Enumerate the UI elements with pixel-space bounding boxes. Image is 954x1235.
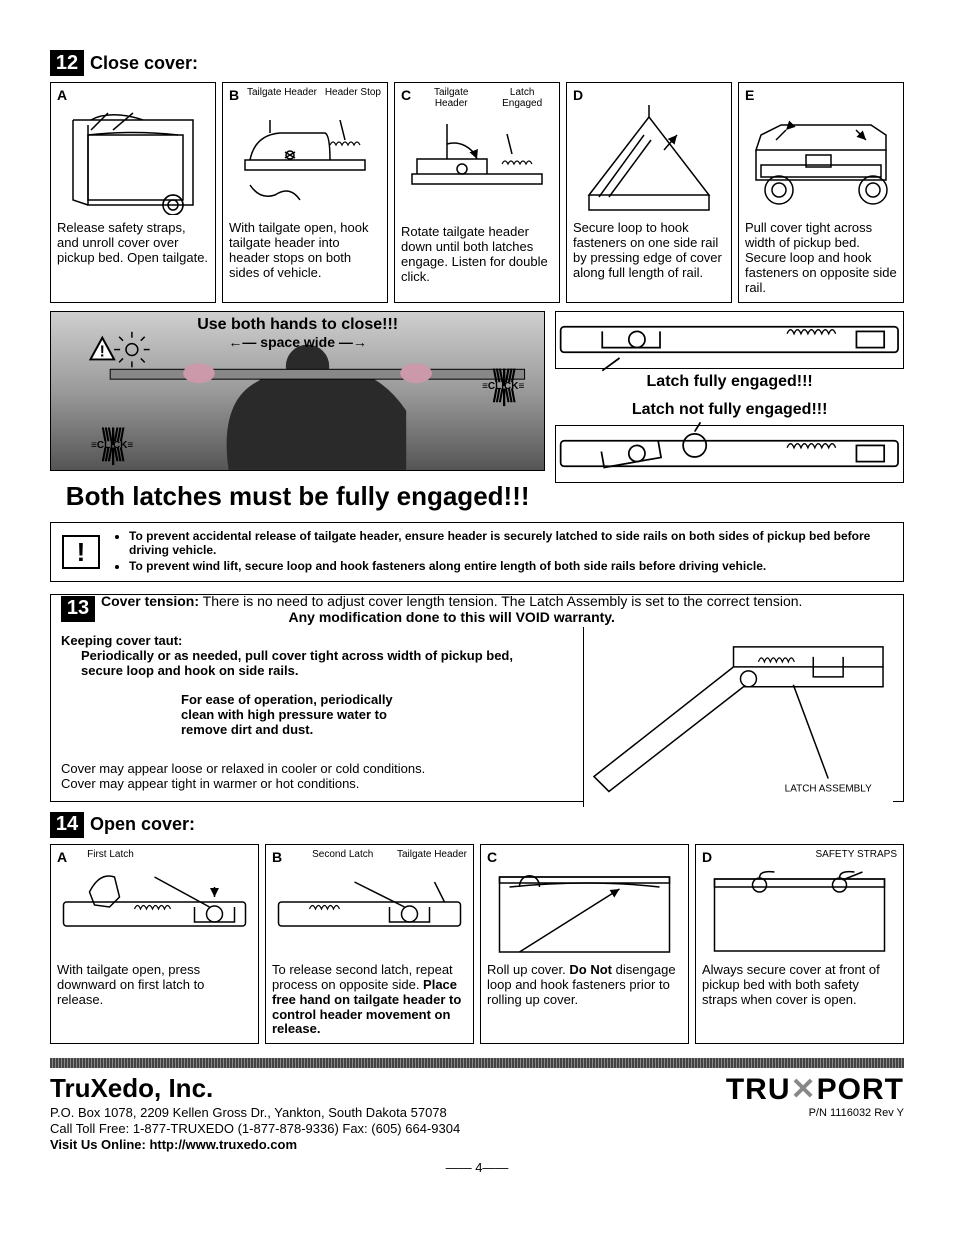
- latch-engaged-label: Latch fully engaged!!!: [555, 373, 904, 391]
- part-number: P/N 1116032 Rev Y: [726, 1107, 904, 1119]
- panel-12b: B Tailgate Header Header Stop With tailg…: [222, 82, 388, 303]
- latch-not-engaged-label: Latch not fully engaged!!!: [555, 401, 904, 419]
- figure-label: Tailgate Header: [419, 87, 483, 109]
- latch-engaged-figure: [555, 311, 904, 369]
- panel-letter: A: [57, 87, 209, 103]
- close-demo-row: !: [50, 311, 904, 512]
- step14-header: 14 Open cover:: [50, 812, 904, 838]
- footer-left: TruXedo, Inc. P.O. Box 1078, 2209 Kellen…: [50, 1072, 460, 1153]
- warning-box: ! To prevent accidental release of tailg…: [50, 522, 904, 582]
- company-address: P.O. Box 1078, 2209 Kellen Gross Dr., Ya…: [50, 1105, 460, 1121]
- company-name: TruXedo, Inc.: [50, 1072, 460, 1105]
- panel-letter: D: [573, 87, 725, 103]
- panel-12c: C Tailgate Header Latch Engaged Rotate t…: [394, 82, 560, 303]
- panel-text: With tailgate open, hook tailgate header…: [229, 221, 381, 281]
- void-warranty: Any modification done to this will VOID …: [288, 609, 614, 625]
- figure-label: Second Latch: [312, 849, 373, 867]
- figure-12c: [401, 109, 553, 219]
- figure-label: Latch Engaged: [491, 87, 553, 109]
- temp-note-1: Cover may appear loose or relaxed in coo…: [61, 761, 425, 776]
- latch-assembly-label: LATCH ASSEMBLY: [785, 783, 872, 794]
- step12-number: 12: [50, 50, 84, 76]
- latch-assembly-figure: LATCH ASSEMBLY: [583, 627, 893, 807]
- figure-12b: [229, 105, 381, 215]
- panel-letter: D: [702, 849, 712, 865]
- click-burst-icon: \\\|/// ≡CLICK≡ ///|\\\: [91, 431, 133, 460]
- clean-tip: For ease of operation, periodically clea…: [181, 692, 393, 737]
- panel-text: Secure loop to hook fasteners on one sid…: [573, 221, 725, 281]
- panel-text: Release safety straps, and unroll cover …: [57, 221, 209, 266]
- panel-letter: B: [272, 849, 282, 865]
- taut-body: Periodically or as needed, pull cover ti…: [81, 648, 513, 678]
- warning-list: To prevent accidental release of tailgat…: [111, 529, 893, 575]
- close-photo-block: !: [50, 311, 545, 512]
- panel-letter: E: [745, 87, 897, 103]
- brand-logo: TRU✕PORT: [726, 1072, 904, 1107]
- panel-12e: E Pull cover tight across width of picku…: [738, 82, 904, 303]
- step13-number: 13: [61, 596, 95, 622]
- panel-12a: A Release safety straps, and unroll cove…: [50, 82, 216, 303]
- hands-line2: ←— space wide —→: [228, 334, 366, 350]
- footer-divider: [50, 1058, 904, 1068]
- svg-text:!: !: [77, 537, 86, 567]
- figure-label: Tailgate Header: [247, 87, 317, 105]
- panel-text: Always secure cover at front of pickup b…: [702, 963, 897, 1008]
- panel-12d: D Secure loop to hook fasteners on one s…: [566, 82, 732, 303]
- footer: TruXedo, Inc. P.O. Box 1078, 2209 Kellen…: [50, 1072, 904, 1153]
- figure-12a: [57, 105, 209, 215]
- panel-letter: A: [57, 849, 67, 865]
- hands-warning: Use both hands to close!!! ←— space wide…: [197, 316, 398, 352]
- panel-text: Pull cover tight across width of pickup …: [745, 221, 897, 296]
- step14-panels: A First Latch With tailgate open, press …: [50, 844, 904, 1045]
- panel-letter: C: [401, 87, 411, 107]
- temp-note-2: Cover may appear tight in warmer or hot …: [61, 776, 359, 791]
- latch-states: Latch fully engaged!!! Latch not fully e…: [545, 311, 904, 512]
- panel-text: With tailgate open, press downward on fi…: [57, 963, 252, 1008]
- click-burst-icon: \\\|/// ≡CLICK≡ ///|\\\: [482, 372, 524, 401]
- step12-title: Close cover:: [90, 53, 198, 74]
- panel-14d: D SAFETY STRAPS Always secure cover at f…: [695, 844, 904, 1045]
- step14-number: 14: [50, 812, 84, 838]
- hands-line1: Use both hands to close!!!: [197, 316, 398, 333]
- warning-item: To prevent wind lift, secure loop and ho…: [129, 559, 893, 573]
- figure-label: Header Stop: [325, 87, 381, 105]
- step13-section: 13 Cover tension: There is no need to ad…: [50, 594, 904, 802]
- both-latches-warning: Both latches must be fully engaged!!!: [50, 481, 545, 512]
- page-number: —— 4——: [50, 1160, 904, 1175]
- figure-14d: [702, 867, 897, 957]
- panel-letter: C: [487, 849, 682, 865]
- svg-text:!: !: [100, 343, 105, 360]
- close-photo: !: [50, 311, 545, 471]
- taut-header: Keeping cover taut:: [61, 633, 182, 648]
- figure-label: SAFETY STRAPS: [815, 849, 897, 867]
- panel-14a: A First Latch With tailgate open, press …: [50, 844, 259, 1045]
- step12-panels: A Release safety straps, and unroll cove…: [50, 82, 904, 303]
- figure-14b: [272, 867, 467, 957]
- figure-14c: [487, 867, 682, 957]
- company-web: Visit Us Online: http://www.truxedo.com: [50, 1137, 297, 1152]
- figure-label: First Latch: [87, 849, 134, 867]
- step13-title: Cover tension:: [101, 593, 199, 609]
- step14-title: Open cover:: [90, 814, 195, 835]
- latch-not-engaged-figure: [555, 425, 904, 483]
- panel-letter: B: [229, 87, 239, 103]
- step12-header: 12 Close cover:: [50, 50, 904, 76]
- figure-12d: [573, 105, 725, 215]
- warning-icon: !: [61, 534, 101, 570]
- panel-14c: C Roll up cover. Do Not disengage loop a…: [480, 844, 689, 1045]
- panel-14b: B Second Latch Tailgate Header To releas…: [265, 844, 474, 1045]
- warning-item: To prevent accidental release of tailgat…: [129, 529, 893, 557]
- company-phone: Call Toll Free: 1-877-TRUXEDO (1-877-878…: [50, 1121, 460, 1137]
- figure-12e: [745, 105, 897, 215]
- panel-text: Roll up cover. Do Not disengage loop and…: [487, 963, 682, 1008]
- footer-right: TRU✕PORT P/N 1116032 Rev Y: [726, 1072, 904, 1119]
- figure-14a: [57, 867, 252, 957]
- step13-intro: There is no need to adjust cover length …: [203, 593, 803, 609]
- panel-text: To release second latch, repeat process …: [272, 963, 467, 1038]
- panel-text: Rotate tailgate header down until both l…: [401, 225, 553, 285]
- figure-label: Tailgate Header: [397, 849, 467, 867]
